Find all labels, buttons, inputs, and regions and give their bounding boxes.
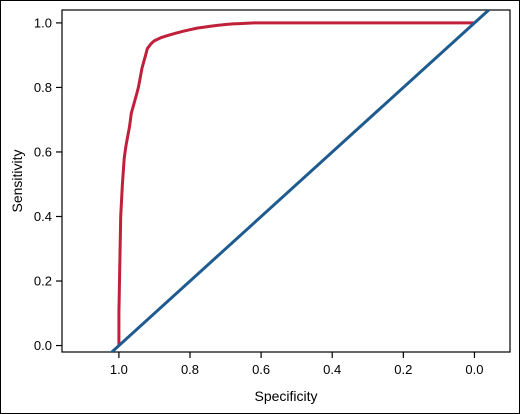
y-tick-label: 0.6 [34, 144, 52, 159]
y-tick-label: 0.4 [34, 209, 52, 224]
y-axis-label: Sensitivity [9, 149, 25, 212]
y-tick-label: 0.8 [34, 80, 52, 95]
reference-diagonal-line [109, 10, 490, 352]
x-tick-label: 0.6 [252, 362, 270, 377]
plot-area-border [61, 9, 511, 353]
x-tick-label: 0.2 [394, 362, 412, 377]
x-axis-label: Specificity [254, 388, 317, 404]
y-tick-label: 0.0 [34, 338, 52, 353]
y-tick-label: 1.0 [34, 15, 52, 30]
x-tick-label: 0.0 [465, 362, 483, 377]
x-tick-label: 0.8 [181, 362, 199, 377]
y-tick-label: 0.2 [34, 274, 52, 289]
y-axis: 0.0 0.2 0.4 0.6 0.8 1.0 [34, 15, 62, 353]
roc-curve-line [117, 21, 475, 346]
x-tick-label: 1.0 [110, 362, 128, 377]
x-axis: 1.0 0.8 0.6 0.4 0.2 0.0 [110, 352, 483, 377]
x-tick-label: 0.4 [323, 362, 341, 377]
series-layer [109, 10, 490, 352]
